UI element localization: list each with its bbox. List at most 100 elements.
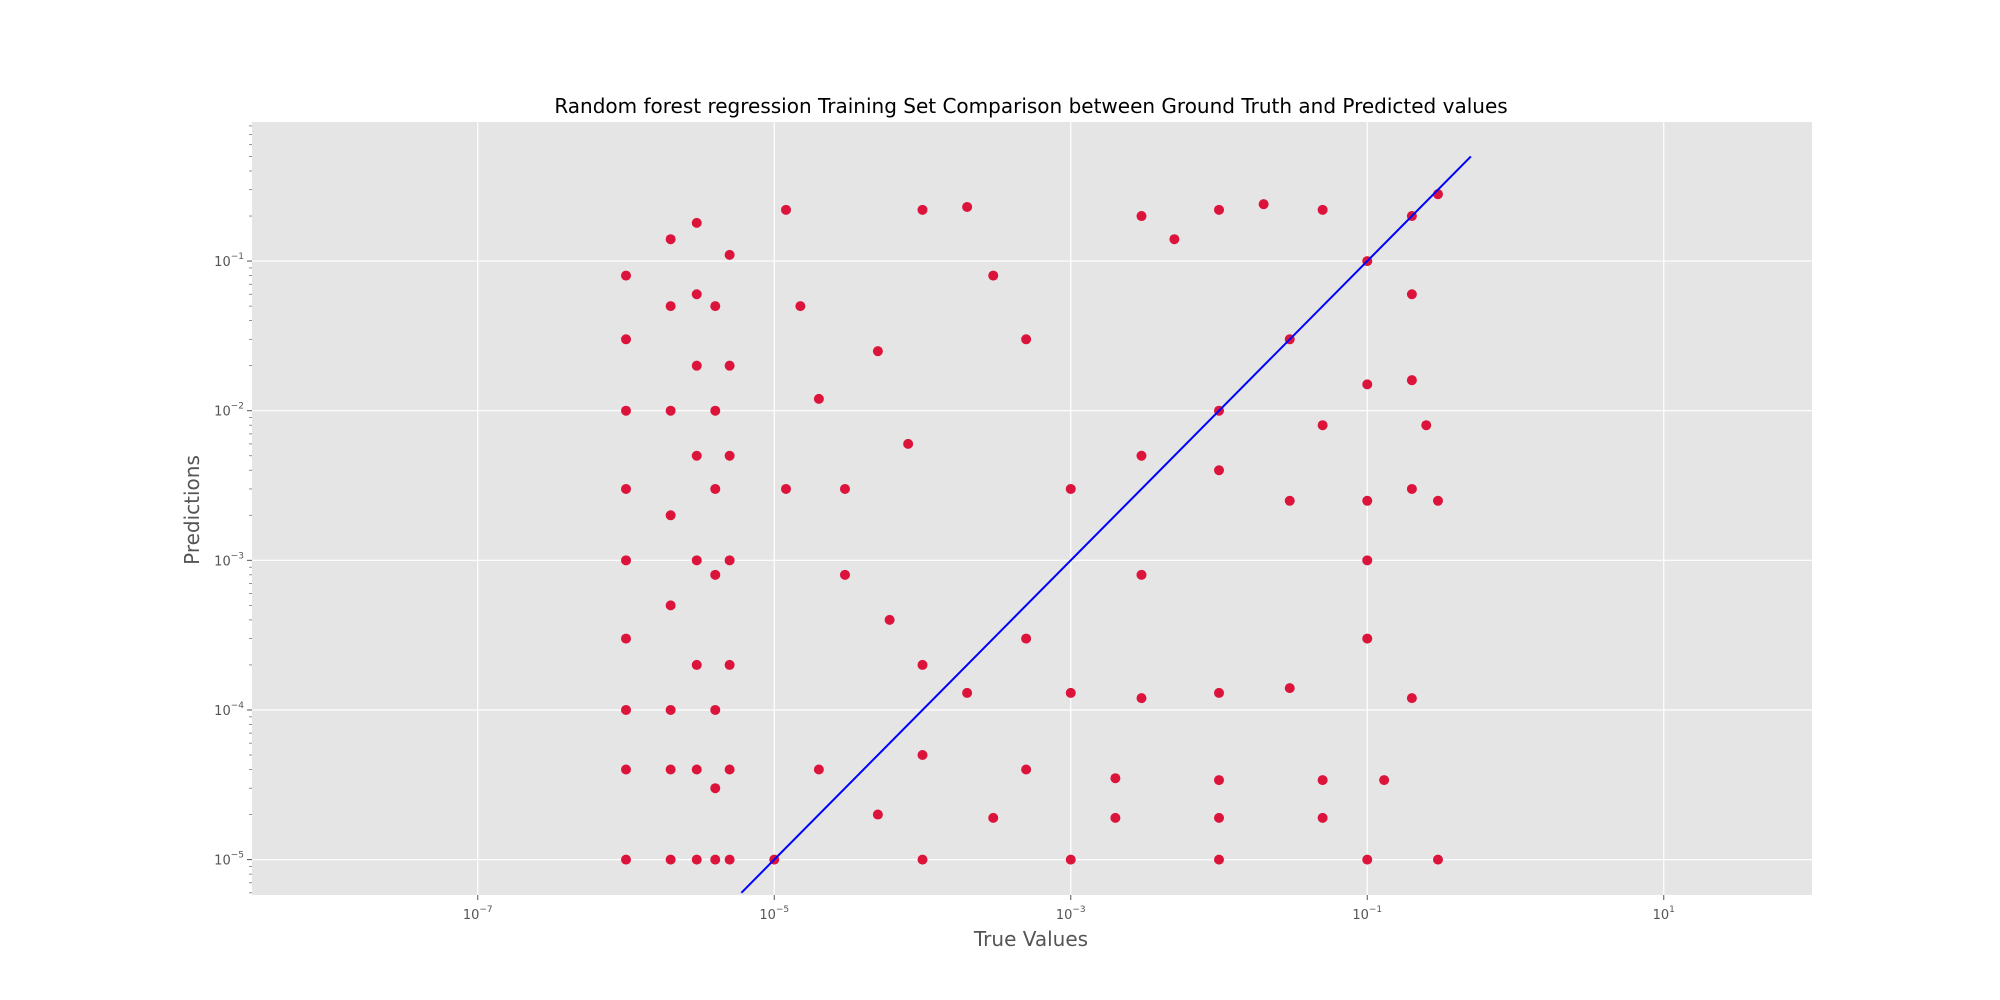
scatter-point [621, 764, 632, 775]
scatter-point [724, 555, 735, 566]
scatter-point [691, 450, 702, 461]
scatter-point [1136, 693, 1147, 704]
scatter-point [1362, 495, 1373, 506]
scatter-point [1317, 812, 1328, 823]
scatter-point [1065, 687, 1076, 698]
scatter-point [1284, 495, 1295, 506]
scatter-point [621, 854, 632, 865]
scatter-point [724, 450, 735, 461]
scatter-point [1136, 211, 1147, 222]
scatter-point [665, 234, 676, 245]
scatter-point [621, 334, 632, 345]
scatter-point [1317, 204, 1328, 215]
scatter-point [665, 510, 676, 521]
y-tick-exponent: −2 [231, 402, 244, 412]
scatter-point [1110, 773, 1121, 784]
scatter-point [710, 783, 721, 794]
scatter-point [988, 270, 999, 281]
y-tick-exponent: −5 [231, 851, 244, 861]
scatter-point [962, 687, 973, 698]
scatter-point [621, 633, 632, 644]
y-axis-label: Predictions [180, 455, 204, 565]
scatter-point [1421, 420, 1432, 431]
scatter-point [1214, 812, 1225, 823]
scatter-point [710, 405, 721, 416]
scatter-point [1362, 633, 1373, 644]
scatter-point [839, 483, 850, 494]
y-tick-exponent: −3 [231, 551, 244, 561]
scatter-point [710, 704, 721, 715]
scatter-point [710, 301, 721, 312]
scatter-point [691, 854, 702, 865]
scatter-point [1065, 854, 1076, 865]
scatter-point [665, 600, 676, 611]
scatter-point [1406, 375, 1417, 386]
scatter-point [813, 393, 824, 404]
y-tick-exponent: −1 [231, 252, 244, 262]
scatter-point [917, 204, 928, 215]
scatter-point [1214, 204, 1225, 215]
scatter-point [1284, 683, 1295, 694]
reference-line-layer [740, 155, 1472, 894]
scatter-point [724, 249, 735, 260]
scatter-point [1258, 199, 1269, 210]
scatter-point [1317, 775, 1328, 786]
x-tick-exponent: −1 [1369, 905, 1382, 915]
scatter-point [621, 405, 632, 416]
y-tick-exponent: −4 [231, 701, 245, 711]
scatter-point [1110, 812, 1121, 823]
scatter-point [1432, 854, 1443, 865]
scatter-point [1214, 687, 1225, 698]
scatter-point [691, 360, 702, 371]
grid-lines [252, 122, 1812, 895]
scatter-point [1362, 379, 1373, 390]
scatter-point [813, 764, 824, 775]
x-tick-exponent: −7 [479, 905, 492, 915]
scatter-point [1021, 633, 1032, 644]
scatter-point [780, 483, 791, 494]
scatter-point [691, 289, 702, 300]
scatter-point [621, 270, 632, 281]
x-tick-exponent: −3 [1072, 905, 1085, 915]
scatter-point [1406, 693, 1417, 704]
scatter-point [917, 750, 928, 761]
scatter-point [665, 301, 676, 312]
scatter-point [1317, 420, 1328, 431]
scatter-point [691, 659, 702, 670]
scatter-point [1379, 775, 1390, 786]
scatter-point [1136, 569, 1147, 580]
scatter-point [665, 704, 676, 715]
scatter-point [1169, 234, 1180, 245]
scatter-point [1432, 495, 1443, 506]
scatter-point [872, 346, 883, 357]
scatter-point [691, 764, 702, 775]
scatter-point [724, 764, 735, 775]
scatter-point [1214, 775, 1225, 786]
scatter-point [903, 438, 914, 449]
scatter-point [691, 555, 702, 566]
scatter-point [795, 301, 806, 312]
x-tick-exponent: −5 [776, 905, 789, 915]
scatter-point [988, 812, 999, 823]
scatter-point [1362, 555, 1373, 566]
scatter-point [917, 659, 928, 670]
scatter-point [839, 569, 850, 580]
scatter-point [665, 854, 676, 865]
scatter-point [724, 360, 735, 371]
scatter-point [1406, 483, 1417, 494]
scatter-point [872, 809, 883, 820]
scatter-point [884, 614, 895, 625]
plot-area [252, 122, 1812, 895]
scatter-point [1406, 289, 1417, 300]
scatter-point [665, 764, 676, 775]
scatter-point [621, 704, 632, 715]
x-tick-exponent: 1 [1669, 905, 1675, 915]
scatter-point [1136, 450, 1147, 461]
scatter-point [621, 483, 632, 494]
scatter-point [691, 217, 702, 228]
scatter-point [621, 555, 632, 566]
scatter-point [724, 854, 735, 865]
reference-line [740, 155, 1472, 894]
scatter-point [917, 854, 928, 865]
